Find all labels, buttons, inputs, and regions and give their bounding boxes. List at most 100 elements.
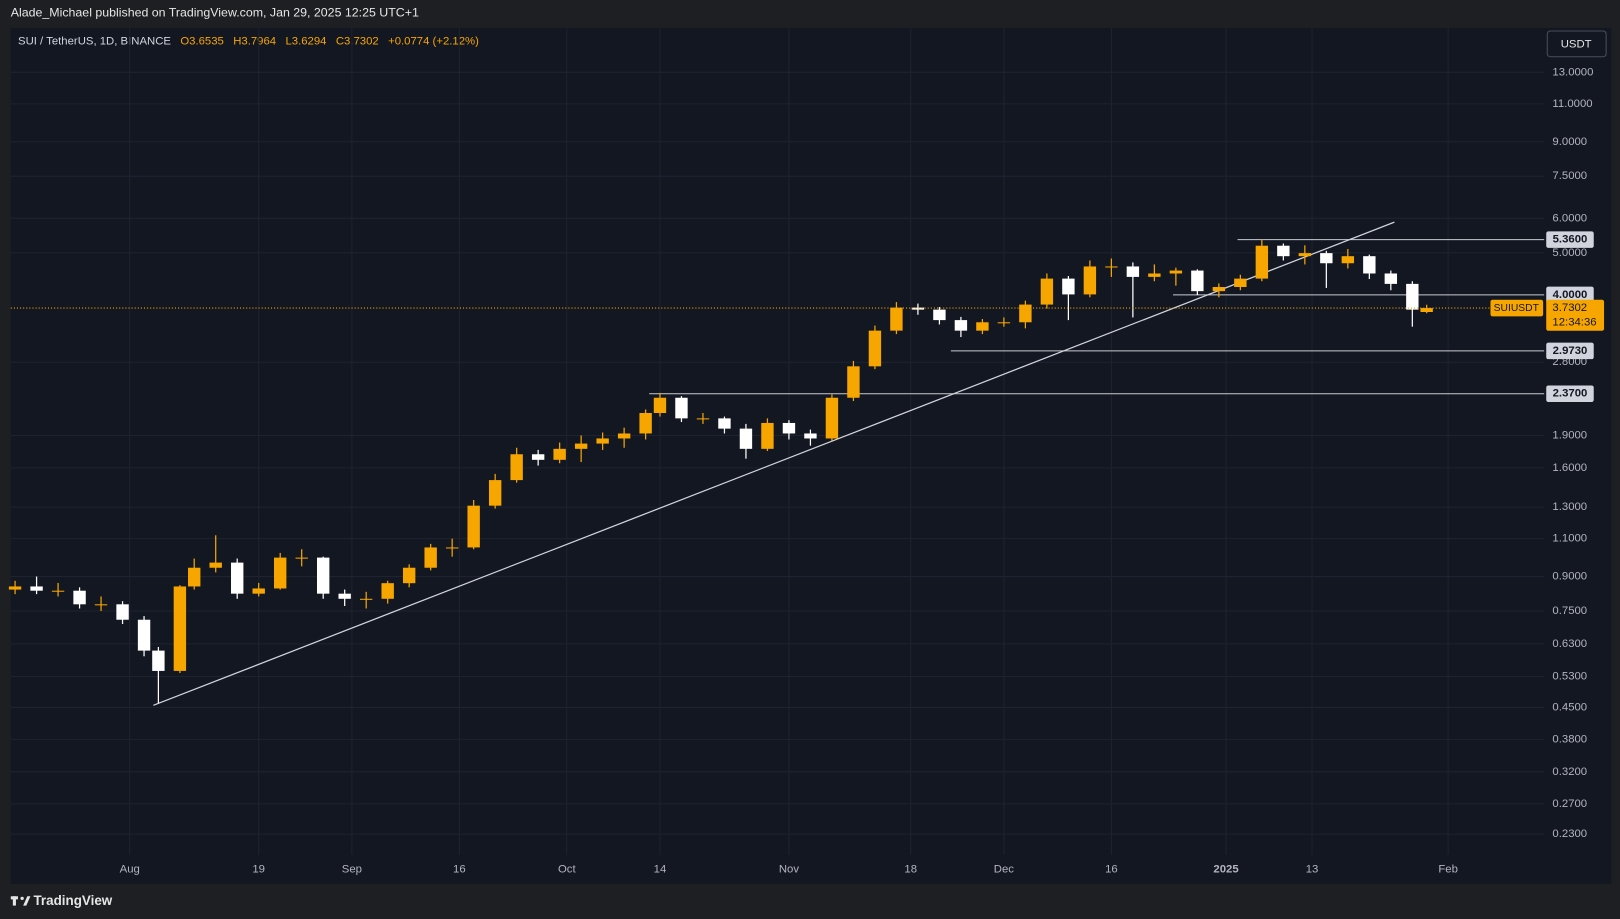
candle-body (488, 480, 502, 506)
level-label-box (1546, 385, 1594, 402)
candle-body (94, 604, 108, 606)
candle-body (1320, 253, 1333, 264)
y-tick-label: 1.1000 (1552, 533, 1587, 545)
candle-body (1062, 278, 1075, 295)
candle-body (1384, 273, 1398, 284)
x-tick-label: 18 (904, 863, 917, 875)
y-tick-label: 11.0000 (1552, 98, 1592, 110)
y-tick-label: 0.2700 (1552, 798, 1587, 810)
tv-logo (10, 896, 31, 906)
candle-body (890, 307, 903, 331)
level-label-box (1546, 342, 1594, 360)
candle-body (976, 322, 989, 331)
candle-body (617, 433, 631, 439)
level-label: 4.0000 (1553, 289, 1588, 301)
candle-body (997, 322, 1011, 324)
x-tick-label: Nov (779, 863, 800, 875)
candle-body (639, 412, 652, 434)
price-name-box (1490, 299, 1544, 317)
candle-body (152, 650, 165, 671)
candle-body (1420, 308, 1433, 312)
footer-brand: TradingView (33, 893, 112, 908)
candle-body (295, 557, 308, 559)
y-tick-label: 9.0000 (1552, 136, 1587, 148)
y-tick-label: 1.3000 (1552, 501, 1587, 513)
candle-body (209, 562, 222, 568)
candle-body (381, 583, 394, 599)
y-tick-label: 1.6000 (1552, 462, 1587, 474)
candle-body (73, 590, 86, 605)
candle-body (653, 397, 667, 413)
candle-body (1255, 245, 1269, 279)
legend-open: O3.6535 (180, 35, 224, 47)
y-tick-label: 7.5000 (1552, 170, 1587, 182)
candle-body (402, 567, 416, 584)
candle-body (1083, 266, 1097, 295)
level-label-box (1546, 286, 1594, 304)
candle-body (1191, 270, 1204, 292)
logo-part (20, 896, 24, 901)
level-label: 5.3600 (1553, 234, 1588, 246)
price-box (1546, 299, 1605, 331)
candle-body (116, 604, 129, 620)
level-label: 2.3700 (1553, 388, 1588, 400)
candle-body (825, 397, 839, 439)
candle-body (675, 397, 688, 419)
candle-body (933, 309, 946, 321)
x-tick-label: 14 (654, 863, 667, 875)
x-tick-label: Feb (1438, 863, 1458, 875)
legend-low: L3.6294 (285, 35, 326, 47)
price-name: SUIUSDT (1494, 303, 1540, 314)
y-tick-label: 0.3200 (1552, 766, 1587, 778)
candle-body (252, 588, 265, 594)
publisher: Alade_Michael published on TradingView.c… (11, 6, 419, 20)
level-label: 2.9730 (1553, 345, 1588, 357)
candle-body (338, 593, 351, 599)
currency-button[interactable] (1546, 30, 1607, 58)
candle-body (1169, 270, 1183, 274)
candle-body (231, 562, 244, 594)
level-label-box (1546, 231, 1594, 248)
legend-close: C3.7302 (336, 35, 379, 47)
price-countdown: 12:34:36 (1552, 317, 1596, 329)
x-tick-label: 13 (1306, 863, 1319, 875)
candle-body (1234, 278, 1247, 288)
candle-body (868, 330, 882, 367)
logo-part (23, 896, 31, 906)
x-tick-label: Aug (120, 863, 140, 875)
legend-symbol: SUI / TetherUS, 1D, BINANCE (18, 35, 171, 47)
candle-body (696, 418, 710, 420)
y-tick-label: 0.6300 (1552, 638, 1587, 650)
legend-high: H3.7964 (233, 35, 276, 47)
legend: SUI / TetherUS, 1D, BINANCE O3.6535 H3.7… (18, 35, 479, 47)
y-tick-label: 5.0000 (1552, 247, 1587, 259)
plot-area (10, 27, 1612, 884)
x-tick-label: 19 (252, 863, 265, 875)
candle-body (847, 366, 860, 398)
candle-body (510, 454, 523, 481)
x-tick-label: 16 (1105, 863, 1118, 875)
price-value: 3.7302 (1552, 302, 1587, 314)
candle-body (1212, 287, 1226, 292)
candle-body (782, 422, 796, 434)
y-tick-label: 1.9000 (1552, 429, 1587, 441)
candle-body (1019, 304, 1032, 323)
candle-body (1277, 245, 1290, 257)
y-tick-label: 6.0000 (1552, 212, 1587, 224)
candle-body (718, 418, 731, 429)
candle-body (359, 598, 373, 600)
candle-body (804, 433, 817, 439)
candle-body (954, 320, 968, 331)
candle-body (1298, 253, 1312, 257)
plot: 13.0000 11.0000 9.0000 7.5000 6.0000 5.0000 2.… (8, 27, 1605, 875)
candle-body (761, 422, 774, 449)
candle-body (30, 586, 43, 591)
y-tick-label: 0.3800 (1552, 733, 1587, 745)
y-tick-label: 0.7500 (1552, 605, 1587, 617)
currency-label[interactable]: USDT (1561, 38, 1592, 50)
candle-body (8, 586, 22, 590)
candle-body (596, 438, 609, 444)
x-tick-label: Dec (994, 863, 1015, 875)
